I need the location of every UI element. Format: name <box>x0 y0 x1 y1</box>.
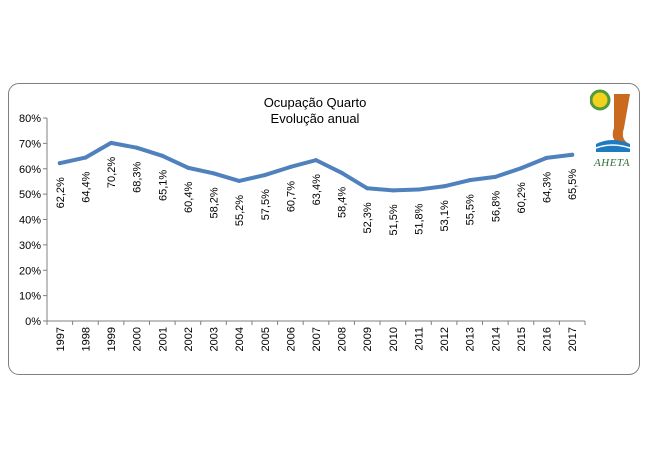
data-point <box>314 158 318 163</box>
x-tick-label: 2004 <box>234 327 246 351</box>
x-tick-label: 2015 <box>516 327 528 351</box>
y-tick-label: 20% <box>19 265 41 277</box>
y-tick-label: 30% <box>19 240 41 252</box>
data-label: 60,2% <box>516 182 528 213</box>
data-label: 53,1% <box>439 200 451 231</box>
data-label: 65,5% <box>567 169 579 200</box>
data-point <box>544 155 549 160</box>
x-tick-label: 1998 <box>80 327 92 351</box>
x-tick-label: 2009 <box>362 327 374 351</box>
data-point <box>57 161 62 166</box>
data-point <box>211 171 216 176</box>
y-tick-label: 10% <box>19 291 41 303</box>
chart-title: Ocupação Quarto <box>263 95 367 110</box>
x-tick-label: 2014 <box>490 327 502 351</box>
x-tick-label: 2007 <box>311 327 323 351</box>
data-point <box>518 166 523 171</box>
data-point <box>390 188 395 193</box>
x-tick-label: 2011 <box>413 327 425 351</box>
data-label: 58,2% <box>209 187 221 218</box>
data-point <box>570 152 575 157</box>
data-label: 57,5% <box>260 189 272 220</box>
y-tick-label: 40% <box>19 215 41 227</box>
x-tick-label: 2013 <box>465 327 477 351</box>
data-label: 55,5% <box>465 194 477 225</box>
aheta-logo-icon <box>590 89 631 152</box>
data-point <box>109 140 114 145</box>
x-tick-label: 1999 <box>106 327 118 351</box>
data-point <box>185 165 190 170</box>
y-tick-label: 0% <box>25 316 41 328</box>
data-label: 62,2% <box>55 177 67 208</box>
data-point <box>288 164 293 169</box>
data-point <box>160 153 165 158</box>
x-tick-label: 1997 <box>55 327 67 351</box>
x-tick-label: 2000 <box>132 327 144 351</box>
data-point <box>365 186 370 191</box>
x-tick-label: 2005 <box>260 327 272 351</box>
data-point <box>416 187 421 192</box>
data-label: 60,7% <box>285 181 297 212</box>
data-point <box>237 178 242 183</box>
data-point <box>262 173 267 178</box>
x-tick-label: 2006 <box>285 327 297 351</box>
data-label: 65,1% <box>157 170 169 201</box>
data-label: 63,4% <box>311 174 323 205</box>
data-point <box>339 170 344 175</box>
data-label: 58,4% <box>337 187 349 218</box>
y-tick-label: 70% <box>19 138 41 150</box>
chart-subtitle: Evolução anual <box>270 111 360 126</box>
logo-text: AHETA <box>594 157 630 169</box>
x-tick-label: 2001 <box>157 327 169 351</box>
data-label: 51,8% <box>413 203 425 234</box>
data-point <box>467 178 472 183</box>
data-label: 64,4% <box>80 171 92 202</box>
data-label: 56,8% <box>490 191 502 222</box>
y-tick-label: 80% <box>19 113 41 125</box>
data-point <box>134 145 139 150</box>
x-tick-label: 2016 <box>542 327 554 351</box>
x-tick-label: 2002 <box>183 327 195 351</box>
data-label: 64,3% <box>542 172 554 203</box>
y-tick-label: 60% <box>19 164 41 176</box>
data-label: 55,2% <box>234 195 246 226</box>
y-tick-label: 50% <box>19 189 41 201</box>
data-point <box>442 184 447 189</box>
x-tick-label: 2012 <box>439 327 451 351</box>
data-label: 60,4% <box>183 182 195 213</box>
x-tick-label: 2017 <box>567 327 579 351</box>
x-tick-label: 2003 <box>209 327 221 351</box>
data-label: 70,2% <box>106 157 118 188</box>
x-tick-label: 2008 <box>337 327 349 351</box>
chart-frame <box>8 83 640 375</box>
data-point <box>83 155 88 160</box>
x-tick-label: 2010 <box>388 327 400 351</box>
data-label: 68,3% <box>132 161 144 192</box>
data-label: 52,3% <box>362 202 374 233</box>
data-point <box>493 174 498 179</box>
data-label: 51,5% <box>388 204 400 235</box>
